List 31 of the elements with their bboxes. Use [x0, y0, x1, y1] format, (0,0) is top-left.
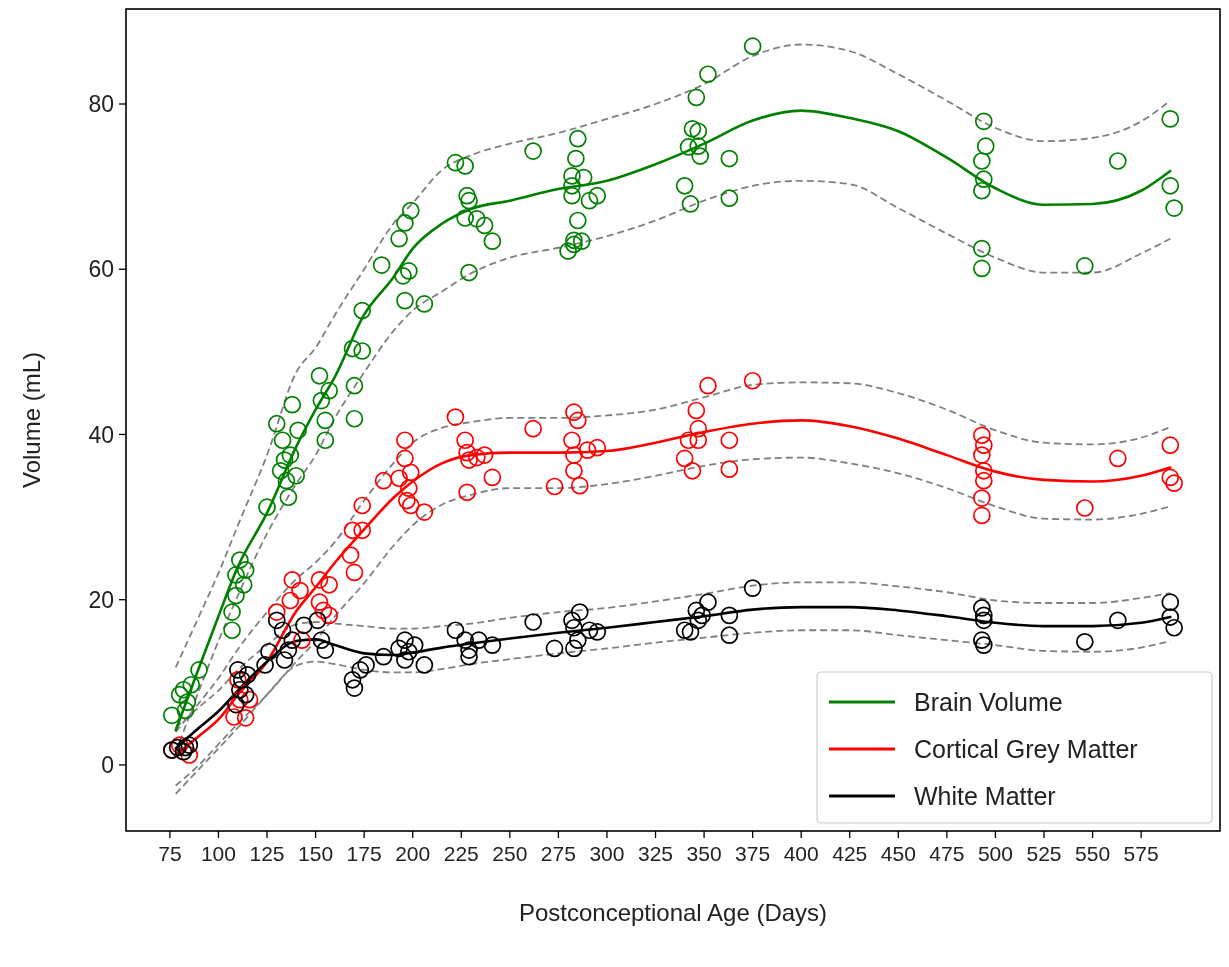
legend-label: White Matter [914, 781, 1056, 810]
x-tick-label: 500 [977, 842, 1013, 865]
x-tick-label: 325 [637, 842, 674, 865]
x-tick-label: 375 [735, 842, 771, 865]
legend-label: Brain Volume [914, 687, 1063, 716]
x-tick-label: 100 [200, 842, 236, 865]
y-tick-label: 60 [88, 256, 114, 283]
x-tick-label: 75 [158, 842, 182, 865]
x-tick-label: 300 [589, 842, 625, 865]
x-tick-label: 475 [929, 842, 965, 865]
x-tick-label: 225 [443, 842, 479, 865]
x-tick-label: 175 [346, 842, 382, 865]
y-tick-label: 80 [88, 91, 114, 118]
y-tick-label: 20 [88, 586, 114, 613]
x-tick-label: 400 [783, 842, 819, 865]
x-tick-label: 350 [686, 842, 722, 865]
x-tick-label: 125 [249, 842, 285, 865]
x-tick-label: 200 [395, 842, 431, 865]
x-tick-label: 150 [298, 842, 334, 865]
x-tick-label: 525 [1026, 842, 1062, 865]
x-tick-label: 550 [1075, 842, 1111, 865]
x-tick-label: 450 [880, 842, 916, 865]
y-axis-title: Volume (mL) [18, 351, 45, 489]
x-axis-title: Postconceptional Age (Days) [518, 899, 828, 926]
y-tick-label: 40 [88, 421, 114, 448]
y-tick-label: 0 [101, 751, 114, 778]
x-tick-label: 275 [540, 842, 576, 865]
x-tick-label: 250 [492, 842, 528, 865]
legend-label: Cortical Grey Matter [914, 734, 1138, 763]
x-tick-label: 425 [832, 842, 868, 865]
x-tick-label: 575 [1123, 842, 1159, 865]
